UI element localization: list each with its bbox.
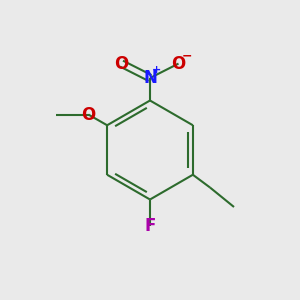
Text: N: N bbox=[143, 69, 157, 87]
Text: O: O bbox=[114, 55, 129, 73]
Text: O: O bbox=[171, 55, 186, 73]
Text: F: F bbox=[144, 217, 156, 235]
Text: +: + bbox=[152, 64, 161, 75]
Text: −: − bbox=[182, 50, 192, 63]
Text: O: O bbox=[81, 106, 96, 124]
